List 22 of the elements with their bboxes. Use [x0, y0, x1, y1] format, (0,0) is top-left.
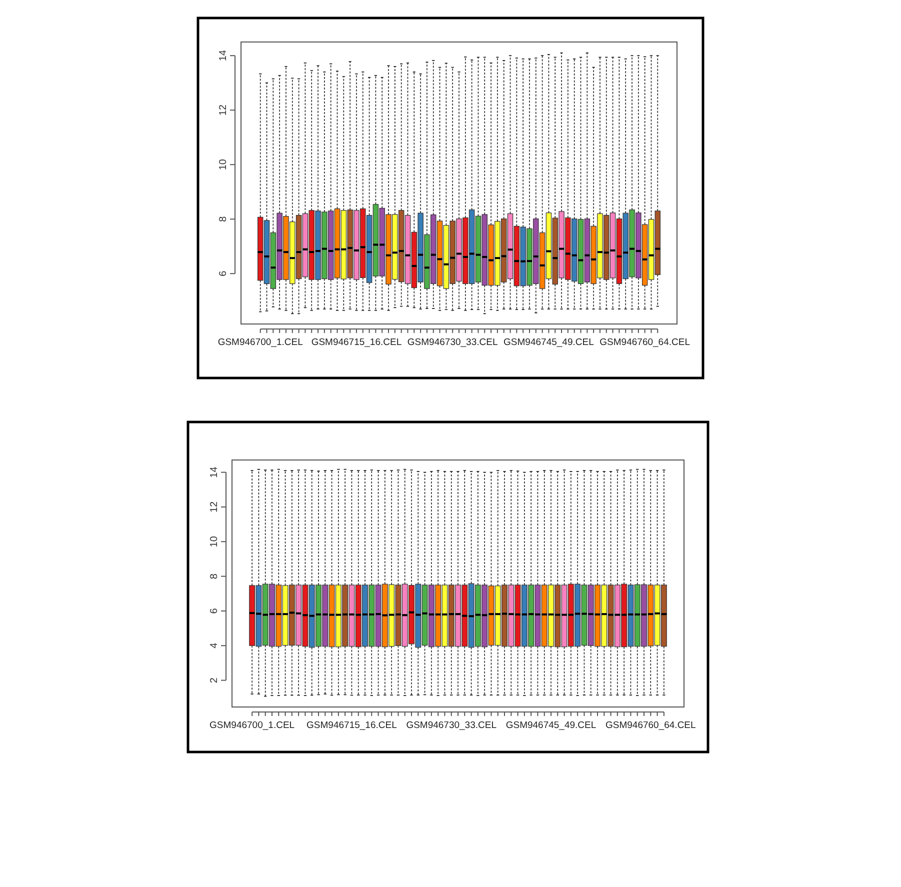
- y-tick-label: 2: [209, 677, 220, 684]
- x-tick-label: GSM946745_49.CEL: [506, 720, 596, 731]
- x-tick-label: GSM946715_16.CEL: [306, 720, 397, 731]
- y-tick-label: 10: [209, 536, 220, 548]
- x-tick-label: GSM946730_33.CEL: [407, 337, 498, 348]
- x-tick-label: GSM946700_1.CEL: [218, 337, 303, 348]
- y-tick-label: 4: [209, 642, 220, 648]
- y-tick-label: 12: [209, 500, 220, 513]
- y-tick-label: 10: [218, 158, 229, 170]
- x-tick-label: GSM946730_33.CEL: [406, 720, 497, 731]
- y-tick-label: 8: [218, 216, 229, 222]
- x-tick-label: GSM946715_16.CEL: [311, 337, 402, 348]
- y-tick-label: 8: [209, 573, 220, 580]
- x-tick-label: GSM946700_1.CEL: [210, 720, 295, 731]
- y-tick-label: 12: [218, 104, 229, 116]
- y-tick-label: 14: [209, 466, 220, 478]
- x-tick-label: GSM946745_49.CEL: [504, 337, 594, 348]
- y-tick-label: 6: [209, 608, 220, 614]
- x-tick-label: GSM946760_64.CEL: [605, 720, 696, 731]
- y-tick-label: 6: [218, 270, 229, 276]
- x-tick-label: GSM946760_64.CEL: [600, 337, 690, 348]
- y-tick-label: 14: [218, 50, 229, 62]
